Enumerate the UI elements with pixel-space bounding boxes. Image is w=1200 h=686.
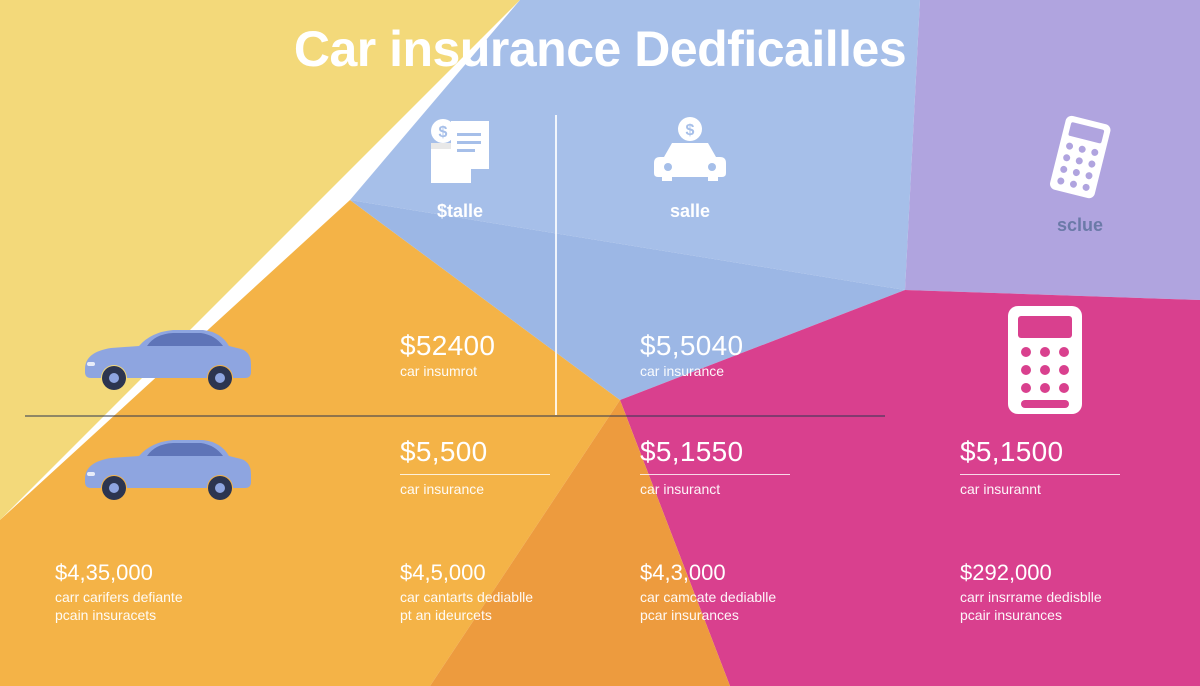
horizontal-divider — [25, 415, 885, 417]
header-col-2-label: salle — [670, 201, 710, 221]
infographic-content: Car insurance Dedficailles $ $talle $ — [0, 0, 1200, 686]
row2-col1-amount: $5,500 — [400, 436, 550, 468]
underline — [400, 474, 550, 475]
row2-col3: $5,1500 car insurannt — [960, 436, 1120, 497]
row3-col0: $4,35,000 carr carifers defiantepcain in… — [55, 560, 183, 624]
car-icon — [55, 314, 255, 404]
page-title: Car insurance Dedficailles — [0, 20, 1200, 78]
header-col-1-label: $talle — [437, 201, 483, 221]
row3-col2-amount: $4,3,000 — [640, 560, 776, 586]
row3-col3: $292,000 carr insrrame dedisbllepcair in… — [960, 560, 1102, 624]
row2-col2-caption: car insuranct — [640, 481, 790, 497]
row2-col1: $5,500 car insurance — [400, 436, 550, 497]
row1-col1: $52400 car insumrot — [400, 330, 495, 379]
receipt-dollar-icon: $ — [421, 115, 499, 187]
header-col-2: $ salle — [610, 115, 770, 222]
calculator-tilt-icon — [1045, 115, 1115, 201]
row3-col2-caption: car camcate dediabllepcar insurances — [640, 589, 776, 624]
row3-col1: $4,5,000 car cantarts dediabllept an ide… — [400, 560, 533, 624]
header-col-3: sclue — [1000, 115, 1160, 236]
row3-col3-caption: carr insrrame dedisbllepcair insurances — [960, 589, 1102, 624]
row2-car — [55, 424, 255, 514]
row2-col2: $5,1550 car insuranct — [640, 436, 790, 497]
row1-col1-caption: car insumrot — [400, 363, 495, 379]
row1-col2-caption: car insurance — [640, 363, 743, 379]
row3-col3-amount: $292,000 — [960, 560, 1102, 586]
row2-col3-caption: car insurannt — [960, 481, 1120, 497]
icon-header-row: $ $talle $ salle — [0, 115, 1200, 265]
svg-text:$: $ — [686, 122, 695, 139]
row2-col1-caption: car insurance — [400, 481, 550, 497]
row1-col2: $5,5040 car insurance — [640, 330, 743, 379]
row3-col1-caption: car cantarts dediabllept an ideurcets — [400, 589, 533, 624]
row1-car — [55, 314, 255, 404]
svg-text:$: $ — [439, 124, 448, 141]
data-row-1: $52400 car insumrot $5,5040 car insuranc… — [0, 320, 1200, 410]
underline — [640, 474, 790, 475]
row3-col1-amount: $4,5,000 — [400, 560, 533, 586]
header-col-1: $ $talle — [380, 115, 540, 222]
row1-col1-amount: $52400 — [400, 330, 495, 362]
car-dollar-icon: $ — [646, 115, 734, 187]
data-row-2: $5,500 car insurance $5,1550 car insuran… — [0, 430, 1200, 520]
underline — [960, 474, 1120, 475]
row3-col0-amount: $4,35,000 — [55, 560, 183, 586]
row2-col2-amount: $5,1550 — [640, 436, 790, 468]
row1-col2-amount: $5,5040 — [640, 330, 743, 362]
data-row-3: $4,35,000 carr carifers defiantepcain in… — [0, 560, 1200, 650]
calculator-solid-icon — [1000, 300, 1090, 420]
row1-col3-icon — [1000, 300, 1090, 425]
row2-col3-amount: $5,1500 — [960, 436, 1120, 468]
row3-col2: $4,3,000 car camcate dediabllepcar insur… — [640, 560, 776, 624]
header-col-3-label: sclue — [1057, 215, 1103, 235]
row3-col0-caption: carr carifers defiantepcain insuracets — [55, 589, 183, 624]
car-icon — [55, 424, 255, 514]
